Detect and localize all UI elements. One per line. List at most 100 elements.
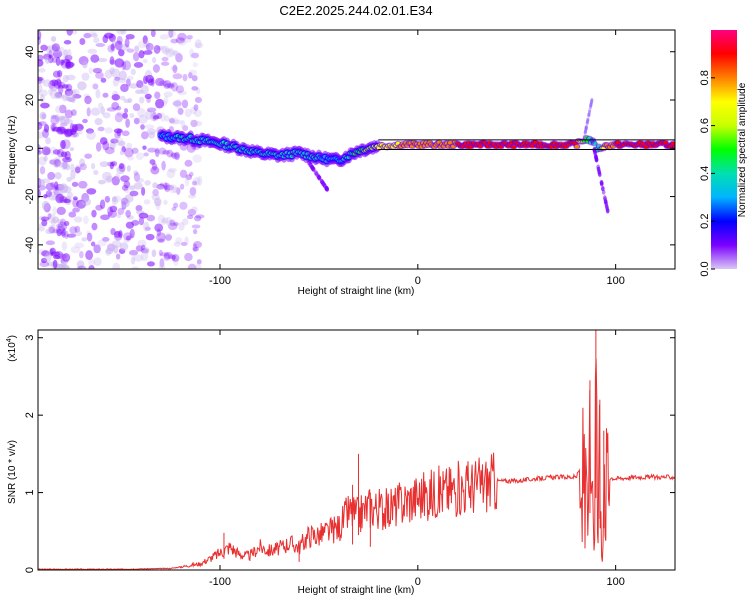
spectrogram-noise-cell xyxy=(55,47,62,54)
spectrogram-noise-cell xyxy=(157,185,164,190)
spectrogram-frame xyxy=(37,29,676,270)
spectrogram-noise-cell xyxy=(38,131,45,139)
spectrogram-x-tick-label: 0 xyxy=(415,275,421,287)
spectrogram-noise-cell xyxy=(156,232,166,243)
spectrogram-noise-cell xyxy=(115,40,123,51)
spectrogram-noise-cell xyxy=(38,215,46,221)
spectrogram-noise-cell xyxy=(97,58,108,63)
spectrogram-noise-cell xyxy=(131,266,140,269)
spectrogram-noise-cell xyxy=(69,226,78,234)
spectrogram-noise-cell xyxy=(125,221,135,229)
spectrogram-noise-cell xyxy=(63,49,68,56)
spectrogram-noise-cell xyxy=(62,54,69,61)
spectrogram-noise-cell xyxy=(112,78,119,87)
snr-multiplier: (x104) xyxy=(6,335,18,362)
spectrogram-noise-cell xyxy=(152,115,160,120)
spectrogram-noise-cell xyxy=(173,202,179,209)
spectrogram-noise-cell xyxy=(164,115,170,122)
spectrogram-noise-cell xyxy=(105,247,114,255)
spectrogram-noise-cell xyxy=(111,196,119,206)
spectrogram-noise-cell xyxy=(48,146,58,155)
spectrogram-noise-cell xyxy=(43,155,48,162)
spectrogram-noise-cell xyxy=(86,232,93,242)
spectrogram-noise-cell xyxy=(163,91,173,98)
spectrogram-noise-cell xyxy=(158,249,163,257)
spectrogram-noise-cell xyxy=(43,194,48,199)
spectrogram-noise-cell xyxy=(52,70,61,78)
spectrogram-noise-cell xyxy=(38,178,46,189)
spectrogram-noise-cell xyxy=(72,198,79,208)
spectrogram-noise-cell xyxy=(173,50,180,58)
spectrogram-x-axis-label: Height of straight line (km) xyxy=(298,286,415,297)
spectrogram-noise-cell xyxy=(173,257,179,266)
spectrogram-noise-cell xyxy=(168,30,174,39)
spectrogram-noise-cell xyxy=(60,139,66,150)
spectrogram-branch-cell xyxy=(584,126,588,131)
spectrogram-noise-cell xyxy=(177,39,187,46)
spectrogram-noise-cell xyxy=(38,59,44,67)
spectrogram-noise-cell xyxy=(191,224,201,229)
spectrogram-branch-cell xyxy=(587,109,591,114)
spectrogram-noise-cell xyxy=(52,126,63,132)
spectrogram-noise-cell xyxy=(83,93,90,98)
spectrogram-branch-cell xyxy=(594,157,599,163)
spectrogram-noise-cell xyxy=(52,254,61,260)
spectrogram-noise-cell xyxy=(74,230,83,236)
spectrogram-branch-cell xyxy=(584,125,588,130)
spectrogram-noise-cell xyxy=(193,104,199,111)
snr-y-tick-label: 2 xyxy=(24,412,36,418)
spectrogram-noise-cell xyxy=(194,39,202,49)
spectrogram-noise-cell xyxy=(102,112,111,119)
spectrogram-branch-cell xyxy=(585,121,589,126)
spectrogram-noise-cell xyxy=(189,186,197,196)
spectrogram-noise-cell xyxy=(81,192,90,203)
spectrogram-y-tick-label: 0 xyxy=(24,145,36,151)
spectrogram-noise-cell xyxy=(142,145,147,150)
spectrogram-x-tick-label: 100 xyxy=(606,275,624,287)
spectrogram-noise-cell xyxy=(121,184,129,191)
spectrogram-branch-cell xyxy=(589,102,593,107)
spectrogram-noise-cell xyxy=(145,43,150,50)
snr-y-tick-label: 3 xyxy=(24,335,36,341)
spectrogram-noise-cell xyxy=(145,42,154,52)
colorbar-gradient xyxy=(711,30,737,269)
spectrogram-noise-cell xyxy=(156,45,164,51)
spectrogram-noise-cell xyxy=(118,163,125,170)
spectrogram-noise-cell xyxy=(152,56,157,64)
spectrogram-noise-cell xyxy=(83,215,89,225)
spectrogram-noise-cell xyxy=(63,198,71,204)
spectrogram-noise-cell xyxy=(171,206,177,211)
spectrogram-noise-cell xyxy=(107,210,118,218)
spectrogram-branch-cell xyxy=(307,160,312,166)
spectrogram-noise-cell xyxy=(88,31,97,36)
spectrogram-noise-cell xyxy=(79,37,86,46)
spectrogram-noise-cell xyxy=(125,235,132,241)
spectrogram-noise-cell xyxy=(187,194,197,199)
spectrogram-noise-cell xyxy=(119,95,126,101)
spectrogram-noise-cell xyxy=(152,188,159,197)
spectrogram-noise-cell xyxy=(160,45,168,54)
spectrogram-noise-cell xyxy=(115,253,121,260)
spectrogram-noise-cell xyxy=(170,65,178,71)
spectrogram-noise-cell xyxy=(169,117,179,125)
snr-multiplier-text: (x10 xyxy=(7,342,18,362)
spectrogram-noise-cell xyxy=(70,170,76,180)
spectrogram-noise-cell xyxy=(165,216,172,227)
spectrogram-noise-cell xyxy=(110,228,116,236)
spectrogram-noise-cell xyxy=(145,74,154,83)
spectrogram-noise-cell xyxy=(102,171,112,181)
spectrogram-noise-cell xyxy=(98,179,106,185)
spectrogram-noise-cell xyxy=(162,150,170,155)
spectrogram-noise-cell xyxy=(128,83,139,89)
spectrogram-noise-cell xyxy=(128,249,139,256)
spectrogram-noise-cell xyxy=(186,214,194,220)
spectrogram-noise-cell xyxy=(51,43,61,52)
spectrogram-noise-cell xyxy=(63,266,71,269)
spectrogram-noise-cell xyxy=(66,30,73,36)
spectrogram-noise-cell xyxy=(50,115,60,125)
snr-frame xyxy=(37,329,676,571)
spectrogram-noise-cell xyxy=(62,265,70,269)
spectrogram-noise-cell xyxy=(126,48,135,53)
spectrogram-noise-cell xyxy=(144,180,151,186)
